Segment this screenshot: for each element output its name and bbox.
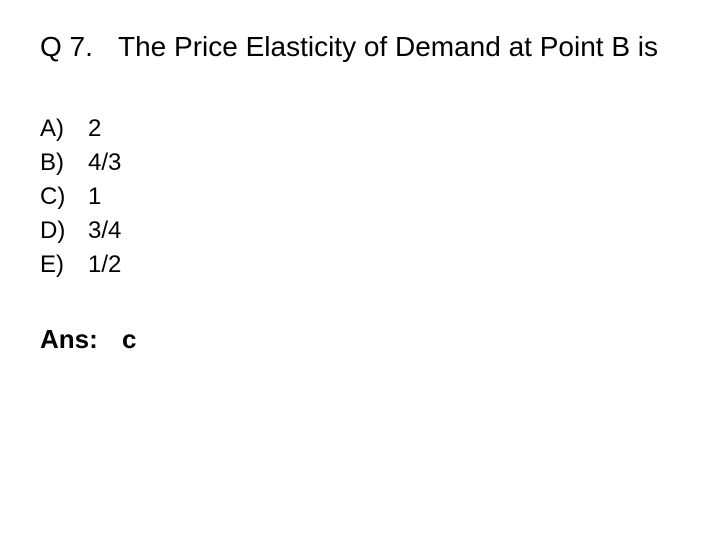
option-b: B) 4/3 — [40, 146, 680, 180]
option-a: A) 2 — [40, 112, 680, 146]
option-letter: A) — [40, 112, 88, 146]
answer-label: Ans: — [40, 324, 122, 355]
option-value: 2 — [88, 112, 680, 146]
question-text: The Price Elasticity of Demand at Point … — [118, 28, 680, 66]
option-value: 3/4 — [88, 214, 680, 248]
option-c: C) 1 — [40, 180, 680, 214]
option-value: 4/3 — [88, 146, 680, 180]
option-value: 1 — [88, 180, 680, 214]
option-value: 1/2 — [88, 248, 680, 282]
option-letter: E) — [40, 248, 88, 282]
question-block: Q 7. The Price Elasticity of Demand at P… — [40, 28, 680, 66]
answer-value: c — [122, 324, 136, 355]
option-letter: D) — [40, 214, 88, 248]
question-slide: Q 7. The Price Elasticity of Demand at P… — [0, 0, 720, 355]
option-letter: B) — [40, 146, 88, 180]
question-number: Q 7. — [40, 28, 118, 66]
answer-block: Ans: c — [40, 324, 680, 355]
option-e: E) 1/2 — [40, 248, 680, 282]
option-d: D) 3/4 — [40, 214, 680, 248]
option-letter: C) — [40, 180, 88, 214]
options-list: A) 2 B) 4/3 C) 1 D) 3/4 E) 1/2 — [40, 112, 680, 282]
